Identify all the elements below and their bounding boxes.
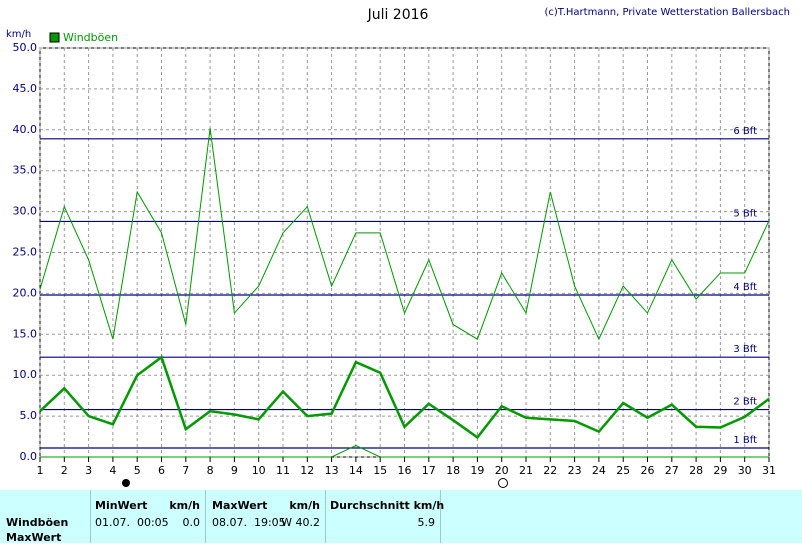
table-cell: 08.07. 19:05 [212, 516, 286, 529]
x-tick-label: 30 [738, 464, 752, 477]
x-tick-label: 10 [252, 464, 266, 477]
x-tick-label: 16 [398, 464, 412, 477]
table-divider [205, 490, 206, 543]
y-tick-label: 45.0 [13, 82, 38, 95]
x-tick-label: 24 [592, 464, 606, 477]
moon-new [122, 479, 130, 487]
y-tick-label: 30.0 [13, 205, 38, 218]
x-tick-label: 31 [762, 464, 776, 477]
y-tick-label: 40.0 [13, 123, 38, 136]
y-tick-label: 5.0 [20, 409, 38, 422]
table-cell: 5.9 [417, 516, 436, 529]
summary-table: MinWert km/h MaxWert km/h Durchschnitt km/h 0… [0, 490, 802, 544]
legend-swatch [49, 32, 60, 43]
x-tick-label: 12 [300, 464, 314, 477]
x-tick-label: 26 [641, 464, 655, 477]
x-tick-label: 27 [665, 464, 679, 477]
credit: (c)T.Hartmann, Private Wetterstation Bal… [544, 7, 790, 18]
x-tick-label: 9 [231, 464, 238, 477]
x-tick-label: 21 [519, 464, 533, 477]
x-tick-label: 3 [85, 464, 92, 477]
x-tick-label: 29 [713, 464, 727, 477]
x-tick-label: 2 [61, 464, 68, 477]
x-tick-label: 8 [207, 464, 214, 477]
x-tick-label: 22 [543, 464, 557, 477]
beaufort-label: 5 Bft [733, 208, 757, 219]
x-tick-label: 28 [689, 464, 703, 477]
beaufort-label: 4 Bft [733, 282, 757, 293]
series-line [39, 355, 770, 440]
x-tick-label: 13 [325, 464, 339, 477]
beaufort-label: 3 Bft [733, 344, 757, 355]
table-divider [90, 490, 91, 543]
series-line [40, 444, 769, 458]
legend-label: Windböen [63, 31, 118, 44]
chart: Juli 2016 (c)T.Hartmann, Private Wetters… [6, 7, 790, 488]
table-cell: 01.07. 00:05 [95, 516, 169, 529]
table-divider [325, 490, 326, 543]
x-tick-label: 23 [568, 464, 582, 477]
beaufort-label: 1 Bft [733, 435, 757, 446]
table-cell: 0.0 [182, 516, 201, 529]
table-divider [440, 490, 441, 543]
beaufort-label: 2 Bft [733, 397, 757, 408]
y-tick-label: 20.0 [13, 286, 38, 299]
x-tick-label: 20 [495, 464, 509, 477]
y-tick-label: 0.0 [20, 450, 38, 463]
y-tick-label: 15.0 [13, 327, 38, 340]
beaufort-label: 6 Bft [733, 126, 757, 137]
x-tick-label: 6 [158, 464, 165, 477]
table-cell: MaxWert [6, 531, 62, 544]
table-cell: km/h [289, 499, 320, 512]
x-tick-label: 19 [470, 464, 484, 477]
x-tick-label: 15 [373, 464, 387, 477]
y-tick-label: 50.0 [13, 41, 38, 54]
table-cell: MaxWert [212, 499, 268, 512]
x-tick-label: 4 [109, 464, 116, 477]
x-tick-label: 14 [349, 464, 363, 477]
x-tick-label: 5 [134, 464, 141, 477]
table-cell: km/h [169, 499, 200, 512]
x-tick-label: 11 [276, 464, 290, 477]
table-cell: Durchschnitt km/h [330, 499, 445, 512]
y-tick-label: 10.0 [13, 368, 38, 381]
x-tick-label: 17 [422, 464, 436, 477]
table-cell: Windböen [6, 516, 69, 529]
x-tick-label: 7 [182, 464, 189, 477]
x-tick-label: 18 [446, 464, 460, 477]
x-tick-label: 1 [37, 464, 44, 477]
table-cell: MinWert [95, 499, 148, 512]
series-line [39, 128, 770, 341]
table-cell: W 40.2 [281, 516, 320, 529]
y-axis-label: km/h [6, 29, 31, 40]
chart-title: Juli 2016 [367, 7, 429, 23]
x-tick-label: 25 [616, 464, 630, 477]
y-tick-label: 35.0 [13, 164, 38, 177]
y-tick-label: 25.0 [13, 246, 38, 259]
moon-full [498, 478, 508, 488]
